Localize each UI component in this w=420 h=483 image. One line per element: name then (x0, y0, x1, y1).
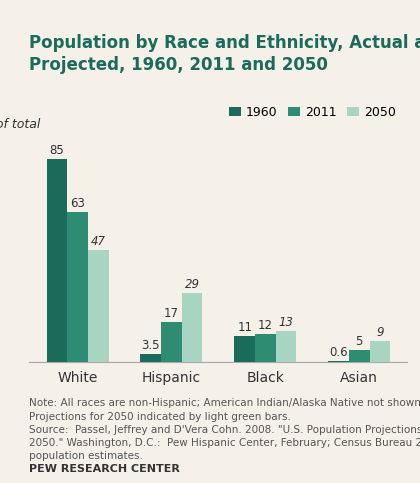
Bar (328, 361, 349, 362)
Text: PEW RESEARCH CENTER: PEW RESEARCH CENTER (29, 464, 180, 474)
Text: 13: 13 (278, 316, 294, 329)
Text: 5: 5 (356, 335, 363, 348)
Text: 11: 11 (237, 321, 252, 334)
Text: 17: 17 (164, 307, 179, 320)
Bar (47, 159, 67, 362)
Text: 9: 9 (376, 326, 383, 339)
Bar (140, 354, 161, 362)
Text: 85: 85 (50, 144, 64, 157)
Bar (182, 293, 202, 362)
Text: Population by Race and Ethnicity, Actual and
Projected, 1960, 2011 and 2050: Population by Race and Ethnicity, Actual… (29, 34, 420, 74)
Bar (88, 250, 108, 362)
Bar (67, 212, 88, 362)
Bar (349, 350, 370, 362)
Text: 29: 29 (185, 278, 200, 291)
Bar (234, 336, 255, 362)
Bar (161, 322, 182, 362)
Bar (276, 331, 297, 362)
Text: 63: 63 (70, 197, 85, 210)
Text: 12: 12 (258, 319, 273, 332)
Text: Note: All races are non-Hispanic; American Indian/Alaska Native not shown.
Proje: Note: All races are non-Hispanic; Americ… (29, 398, 420, 422)
Text: 0.6: 0.6 (329, 346, 348, 359)
Text: 3.5: 3.5 (142, 339, 160, 352)
Text: Source:  Passel, Jeffrey and D'Vera Cohn. 2008. "U.S. Population Projections: 20: Source: Passel, Jeffrey and D'Vera Cohn.… (29, 425, 420, 461)
Text: 47: 47 (91, 235, 106, 248)
Legend: 1960, 2011, 2050: 1960, 2011, 2050 (223, 100, 401, 124)
Text: % of total: % of total (0, 118, 41, 131)
Bar (370, 341, 390, 362)
Bar (255, 334, 276, 362)
